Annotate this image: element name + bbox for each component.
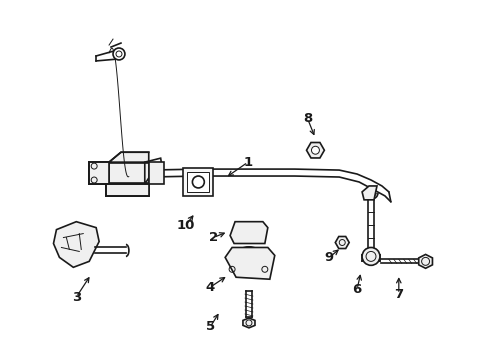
Bar	[187, 172, 209, 192]
Polygon shape	[361, 186, 376, 200]
Bar	[183, 168, 213, 196]
Circle shape	[113, 48, 124, 60]
Text: 4: 4	[205, 281, 214, 294]
Text: 5: 5	[205, 320, 214, 333]
Text: 3: 3	[72, 291, 81, 303]
Text: 8: 8	[302, 112, 311, 125]
Bar	[89, 162, 109, 184]
Bar	[106, 184, 148, 196]
Text: 1: 1	[243, 156, 252, 168]
Polygon shape	[53, 222, 99, 267]
Polygon shape	[306, 143, 324, 158]
Text: 9: 9	[324, 251, 333, 264]
Circle shape	[311, 146, 319, 154]
Polygon shape	[243, 318, 254, 328]
Circle shape	[361, 247, 379, 265]
Text: 10: 10	[176, 219, 194, 232]
Polygon shape	[101, 163, 148, 183]
Polygon shape	[224, 247, 274, 279]
Bar	[148, 162, 163, 184]
Bar	[101, 163, 148, 183]
Polygon shape	[230, 222, 267, 243]
Polygon shape	[418, 255, 431, 268]
Text: 7: 7	[393, 288, 403, 301]
Polygon shape	[106, 184, 148, 196]
Polygon shape	[335, 237, 348, 248]
Text: 6: 6	[352, 283, 361, 296]
Polygon shape	[89, 162, 109, 184]
Polygon shape	[109, 152, 148, 162]
Text: 2: 2	[208, 231, 217, 244]
